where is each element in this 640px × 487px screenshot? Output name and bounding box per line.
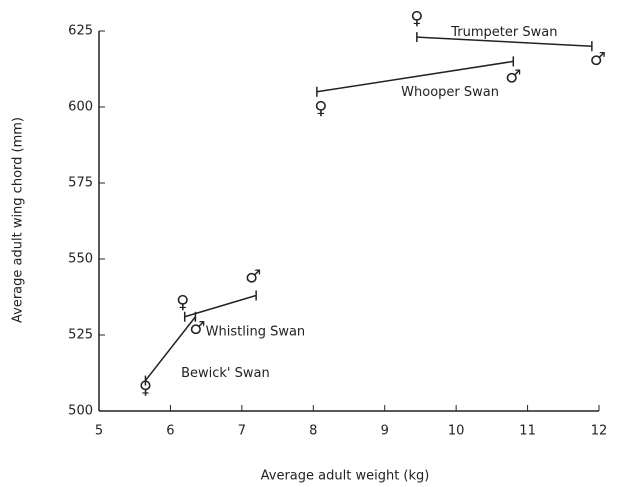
x-tick-label: 9 [381,424,389,439]
series-label: Whistling Swan [206,325,306,340]
series-line [144,316,197,382]
x-tick-label: 11 [519,424,536,439]
sex-symbol: ♂ [189,318,205,339]
series-label: Bewick' Swan [181,366,270,381]
y-tick-label: 525 [68,328,93,343]
sex-symbol: ♂ [245,266,261,287]
x-tick-label: 8 [309,424,317,439]
series-line [184,294,257,318]
sex-symbol: ♀ [314,98,327,119]
series-label: Trumpeter Swan [450,25,557,40]
x-tick-label: 6 [166,424,174,439]
y-tick-label: 500 [68,404,93,419]
y-tick-label: 600 [68,100,93,115]
x-axis-label: Average adult weight (kg) [261,469,430,484]
x-tick-label: 5 [95,424,103,439]
y-tick-label: 550 [68,252,93,267]
series-line [316,60,514,93]
y-tick-label: 625 [68,24,93,39]
sex-symbol: ♀ [410,8,423,29]
y-tick-label: 575 [68,176,93,191]
x-tick-label: 10 [448,424,465,439]
sex-symbol: ♂ [505,66,521,87]
sex-symbol: ♂ [590,49,606,70]
x-tick-label: 12 [591,424,608,439]
series-line [416,36,592,47]
sex-symbol: ♀ [176,292,189,313]
series-label: Whooper Swan [401,85,499,100]
y-axis-label: Average adult wing chord (mm) [11,117,26,323]
sex-symbol: ♀ [139,378,152,399]
x-tick-label: 7 [238,424,246,439]
